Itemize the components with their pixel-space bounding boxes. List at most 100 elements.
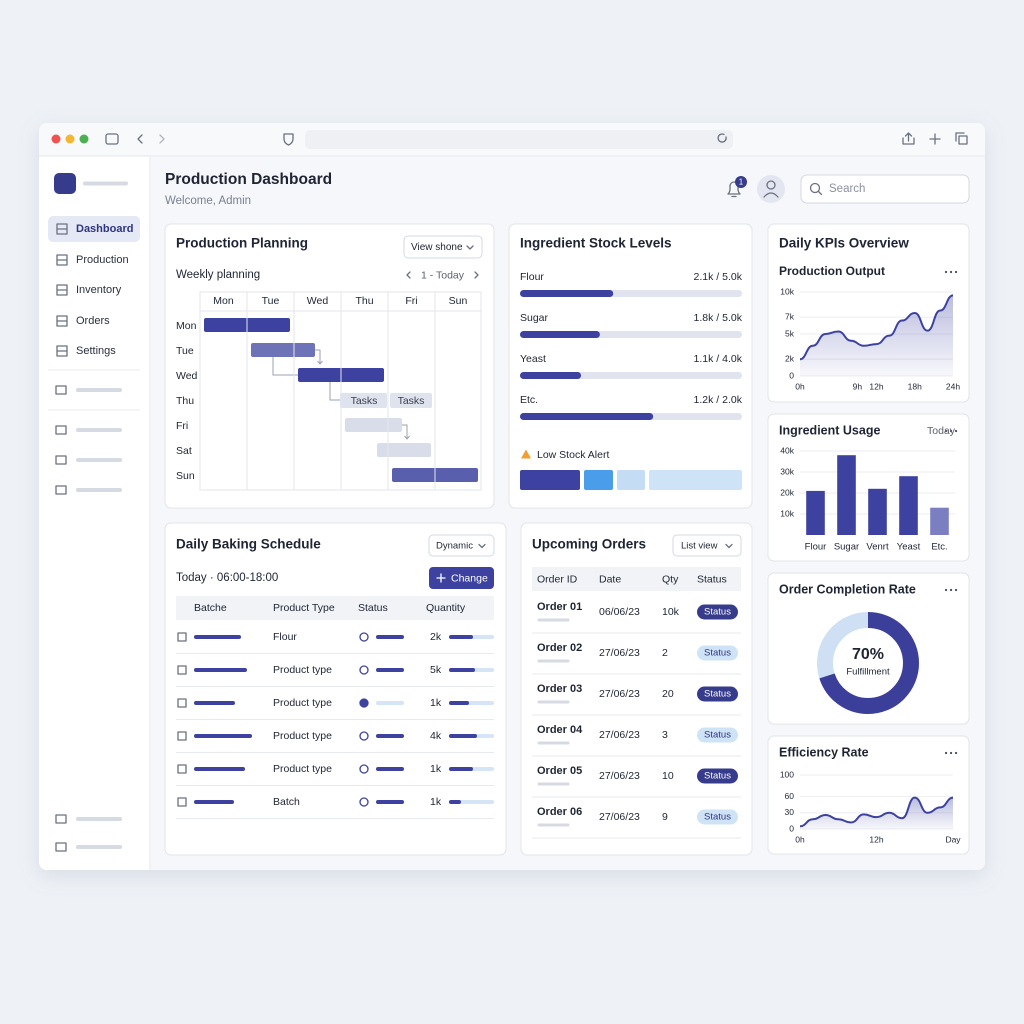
stock-label: 1.1k / 4.0k [694,353,743,365]
nav-icon [55,814,67,824]
search-box[interactable] [800,174,970,204]
sidebar [39,157,150,870]
zoom-dot[interactable] [79,134,89,144]
prev-week[interactable] [406,271,411,279]
change-button[interactable] [429,567,494,589]
product-type: Product type [273,697,332,709]
order-id: Order 04 [537,724,583,736]
x-tick-label: 18h [908,381,922,391]
gantt-row-label: Thu [176,395,194,407]
warning-icon [521,449,531,459]
x-tick-label: 0h [795,381,805,391]
alert-block [520,470,580,490]
area [800,295,953,376]
line [799,294,954,361]
column-header: Date [599,573,621,585]
close-dot[interactable] [51,134,61,144]
x-tick-label: Flour [805,542,827,553]
y-tick-label: 10k [780,508,794,518]
address-bar[interactable] [305,130,733,149]
gantt-bar [377,443,431,457]
next-week[interactable] [474,271,479,279]
nav-item[interactable]: Production [76,254,129,266]
order-id: Order 01 [537,601,582,613]
gantt-row-label: Mon [176,320,197,332]
bell-icon[interactable] [727,181,741,198]
status-icon [359,764,369,774]
nav-item[interactable]: Dashboard [76,223,133,235]
nav-item[interactable]: Orders [76,315,110,327]
status-pill [697,809,738,825]
stock-bar [520,290,614,297]
share-icon[interactable] [902,132,915,145]
order-qty: 9 [662,811,668,823]
view-dropdown[interactable] [403,235,483,259]
nav-item[interactable]: Settings [76,345,116,357]
notification-badge [735,176,747,188]
tabs-icon[interactable] [955,132,968,145]
y-tick-label: 100 [780,769,794,779]
status-icon [359,797,369,807]
order-date: 27/06/23 [599,770,640,782]
row-icon [177,632,187,642]
view-dropdown[interactable] [672,534,742,557]
minimize-dot[interactable] [65,134,75,144]
order-qty: 10 [662,770,674,782]
nav-item[interactable]: Inventory [76,284,122,296]
status-label: Status [704,771,731,782]
schedule-window: Today · 06:00-18:00 [176,572,278,584]
table-header [176,596,494,620]
y-tick-label: 2k [785,353,795,363]
donut-label: Fulfillment [846,667,890,678]
column-header: Order ID [537,573,578,585]
status-label: Status [704,648,731,659]
alert-block [617,470,645,490]
gantt-bar [251,343,315,357]
status-icon [359,698,369,708]
nav-icon [56,254,68,266]
gantt-row-label: Sun [176,470,195,482]
nav-active-bg [48,216,140,242]
gantt-connector [272,349,410,440]
donut-value: 70% [852,646,884,663]
line [799,796,954,828]
chart-title: Order Completion Rate [779,582,916,596]
back-button[interactable] [137,134,143,144]
x-tick-label: Day [945,834,961,844]
new-tab-icon[interactable] [929,133,941,145]
sidebar-toggle[interactable] [105,133,119,145]
column-header: Product Type [273,602,335,614]
x-tick-label: Venrt [866,542,889,553]
forward-button[interactable] [159,134,165,144]
nav-icon [56,223,68,235]
dropdown-label: List view [681,541,718,552]
y-tick-label: 5k [785,328,795,338]
x-tick-label: 0h [795,834,805,844]
search-icon [817,190,823,196]
gantt-day: Thu [355,295,373,307]
x-tick-label: 24h [946,381,960,391]
order-id: Order 02 [537,642,582,654]
stock-name: Flour [520,271,544,283]
nav-icon [55,485,67,495]
status-pill [697,768,738,784]
nav-icon [56,284,68,296]
x-tick-label: Yeast [897,542,921,553]
reload-icon[interactable] [717,133,727,143]
gantt-task-chip [340,393,387,408]
gantt-task-label: Tasks [351,395,378,407]
quantity: 1k [430,697,442,709]
quantity: 4k [430,730,442,742]
chevron [466,245,474,250]
mode-dropdown[interactable] [428,534,495,557]
row-icon [177,731,187,741]
card-title: Production Planning [176,236,308,251]
order-qty: 3 [662,729,668,741]
x-tick-label: Etc. [931,542,947,553]
order-qty: 20 [662,688,674,700]
stock-bar [520,331,600,338]
status-label: Status [704,607,731,618]
y-tick-label: 60 [785,791,795,801]
search-placeholder: Search [829,183,865,195]
